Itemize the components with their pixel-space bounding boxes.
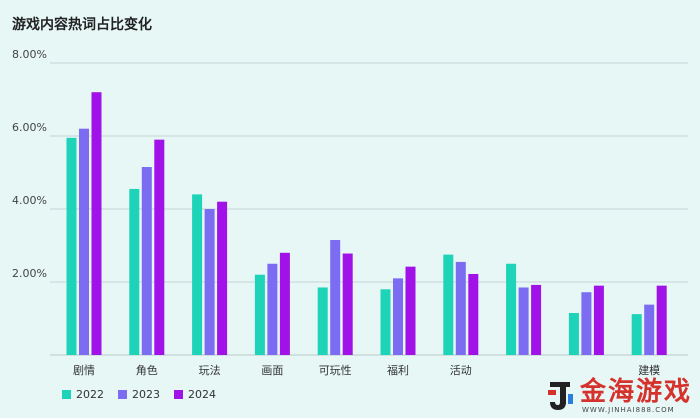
chart-title: 游戏内容热词占比变化 — [12, 17, 152, 33]
bar-2023 — [518, 287, 529, 355]
legend-label: 2023 — [132, 388, 160, 401]
bar-2022 — [317, 287, 328, 355]
bar-2023 — [644, 304, 655, 355]
legend-item-2023: 2023 — [118, 388, 160, 401]
legend-item-2024: 2024 — [174, 388, 216, 401]
x-tick-label: 玩法 — [199, 363, 221, 377]
bar-2024 — [342, 253, 353, 355]
bar-2022 — [380, 289, 391, 355]
x-tick-label: 福利 — [387, 363, 409, 377]
watermark-url: WWW.JINHAI888.COM — [581, 406, 675, 414]
watermark: 金海游戏 WWW.JINHAI888.COM — [546, 378, 692, 414]
bar-2022 — [568, 313, 579, 355]
bar-2023 — [330, 240, 341, 355]
bar-2024 — [531, 284, 542, 355]
legend-swatch — [118, 390, 127, 399]
legend-label: 2022 — [76, 388, 104, 401]
bar-2024 — [593, 285, 604, 355]
bar-2022 — [506, 263, 517, 355]
x-tick-label: 剧情 — [73, 364, 95, 377]
x-tick-label: 画面 — [261, 364, 283, 377]
bar-2022 — [631, 314, 642, 355]
bar-2024 — [656, 285, 667, 355]
y-tick-labels: 2.00% 4.00% 6.00% 8.00% — [12, 48, 47, 280]
bar-2024 — [154, 139, 165, 355]
bar-2023 — [581, 292, 592, 355]
bar-2023 — [141, 167, 152, 355]
y-tick-label: 2.00% — [12, 267, 47, 280]
bar-2024 — [468, 273, 479, 355]
bar-2023 — [204, 209, 215, 355]
bar-2024 — [279, 252, 290, 355]
bar-2024 — [217, 201, 228, 355]
bar-2024 — [91, 92, 102, 355]
bar-2022 — [443, 254, 454, 355]
bar-2022 — [66, 137, 77, 355]
x-tick-label: 可玩性 — [319, 363, 352, 377]
legend-item-2022: 2022 — [62, 388, 104, 401]
x-tick-labels: 剧情 角色 玩法 画面 可玩性 福利 活动 建模 — [73, 363, 660, 377]
bars — [66, 92, 667, 355]
bar-2023 — [79, 128, 89, 355]
x-tick-label: 建模 — [638, 363, 660, 377]
y-tick-label: 6.00% — [12, 121, 47, 134]
j-letter-logo-icon — [546, 380, 574, 412]
bar-2022 — [254, 274, 265, 355]
bar-2023 — [455, 261, 466, 355]
legend: 2022 2023 2024 — [62, 388, 216, 401]
legend-swatch — [62, 390, 71, 399]
watermark-text: 金海游戏 — [579, 377, 692, 407]
legend-label: 2024 — [188, 388, 216, 401]
legend-swatch — [174, 390, 183, 399]
bar-2023 — [267, 263, 278, 355]
bar-2022 — [129, 188, 140, 355]
bar-2024 — [405, 266, 416, 355]
bar-2023 — [393, 278, 403, 355]
x-tick-label: 活动 — [450, 364, 472, 377]
y-tick-label: 8.00% — [12, 48, 47, 61]
x-tick-label: 角色 — [136, 363, 158, 377]
bar-2022 — [192, 194, 203, 355]
y-tick-label: 4.00% — [12, 194, 47, 207]
